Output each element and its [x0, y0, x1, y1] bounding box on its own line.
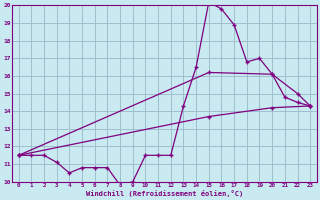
X-axis label: Windchill (Refroidissement éolien,°C): Windchill (Refroidissement éolien,°C)	[86, 190, 243, 197]
